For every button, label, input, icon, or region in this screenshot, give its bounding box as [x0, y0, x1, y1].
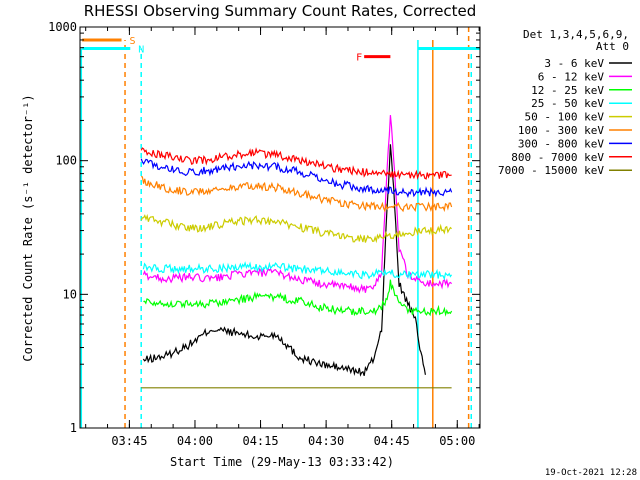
x-tick-label-04-30: 04:30: [308, 434, 344, 448]
chart-title: RHESSI Observing Summary Count Rates, Co…: [84, 2, 477, 20]
legend-label-6-12-kev: 6 - 12 keV: [538, 70, 605, 83]
series-line-300-800-kev: [140, 158, 453, 198]
legend-label-3-6-kev: 3 - 6 keV: [544, 57, 604, 70]
y-tick-label-1000: 1000: [48, 20, 77, 34]
series-line-50-100-kev: [140, 213, 452, 244]
y-tick-label-10: 10: [63, 287, 77, 301]
legend-label-12-25-kev: 12 - 25 keV: [531, 84, 604, 97]
x-tick-label-05-00: 05:00: [439, 434, 475, 448]
coverage-label-f: F: [356, 53, 362, 64]
legend-label-300-800-kev: 300 - 800 keV: [518, 137, 604, 150]
x-tick-label-04-00: 04:00: [177, 434, 213, 448]
legend-label-100-300-kev: 100 - 300 keV: [518, 124, 604, 137]
legend-label-800-7000-kev: 800 - 7000 keV: [511, 151, 604, 164]
y-axis-label: Corrected Count Rate (s⁻¹ detector⁻¹): [21, 94, 35, 361]
x-axis: 03:45 04:00 04:15 04:30 04:45 05:00: [85, 27, 480, 448]
coverage-label-s: S: [130, 36, 136, 47]
y-axis: 1 10 100 1000: [48, 20, 480, 435]
legend-label-25-50-kev: 25 - 50 keV: [531, 97, 604, 110]
plot-frame: [79, 26, 481, 429]
series-line-25-50-kev: [142, 261, 453, 281]
series-line-800-7000-kev: [140, 147, 452, 181]
series-line-100-300-kev: [141, 175, 453, 213]
series-line-3-6-kev: [142, 144, 426, 377]
y-tick-label-1: 1: [70, 421, 77, 435]
x-tick-label-03-45: 03:45: [111, 434, 147, 448]
x-axis-label: Start Time (29-May-13 03:33:42): [170, 455, 394, 469]
coverage-label-n: N: [138, 45, 144, 56]
legend-label-7000-15000-kev: 7000 - 15000 keV: [498, 164, 604, 177]
plot-area: SN F: [80, 27, 480, 428]
legend-header-line-1: Det 1,3,4,5,6,9,: [523, 28, 629, 41]
series-line-12-25-kev: [143, 279, 453, 317]
x-tick-label-04-45: 04:45: [374, 434, 410, 448]
generated-timestamp: 19-Oct-2021 12:28: [545, 468, 637, 478]
y-tick-label-100: 100: [55, 154, 77, 168]
series-line-6-12-kev: [142, 115, 453, 294]
x-tick-label-04-15: 04:15: [242, 434, 278, 448]
legend-header-line-2: Att 0: [596, 40, 629, 53]
legend-label-50-100-kev: 50 - 100 keV: [525, 111, 605, 124]
